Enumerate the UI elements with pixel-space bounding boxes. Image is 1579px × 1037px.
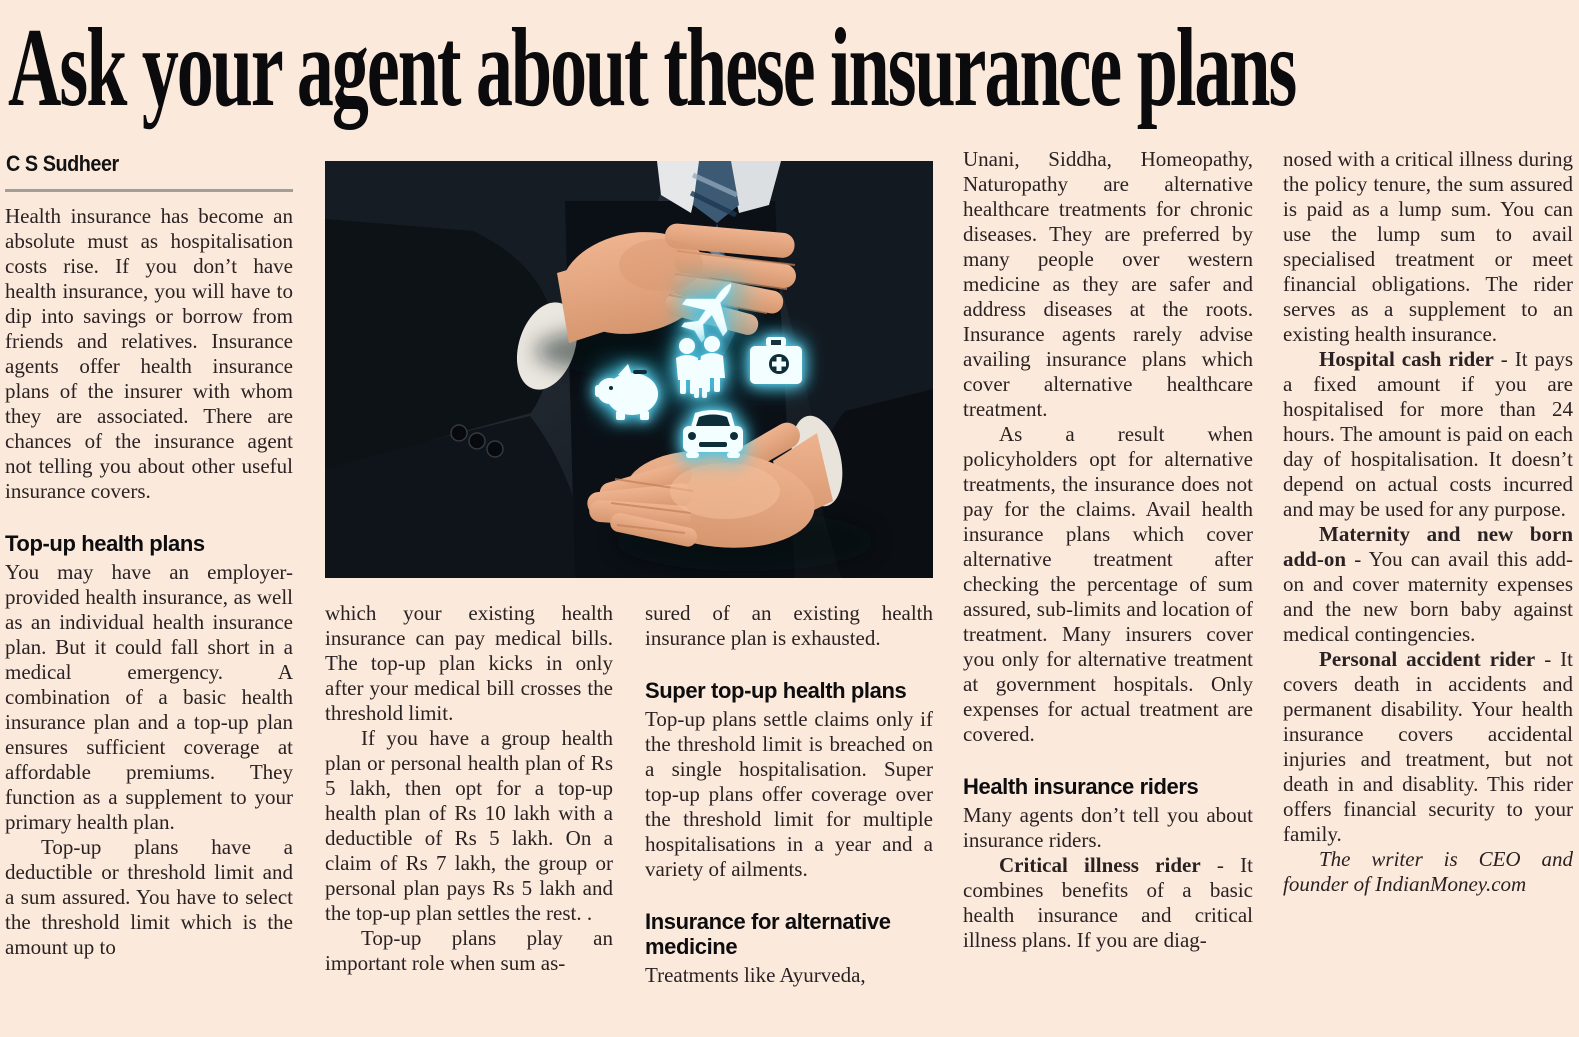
section-heading-super-topup: Super top-up health plans: [645, 678, 907, 703]
upper-sleeve: [325, 219, 554, 469]
paragraph: which your existing health insurance can…: [325, 601, 613, 725]
author-credit: The writer is CEO and founder of IndianM…: [1283, 847, 1573, 896]
byline-rule: [5, 189, 293, 192]
paragraph: As a result when policyholders opt for a…: [963, 422, 1253, 746]
first-aid-kit-icon: [750, 337, 802, 384]
lower-hand: [587, 389, 933, 578]
family-icon: [676, 336, 725, 398]
insurance-photo-illustration: [325, 161, 933, 578]
paragraph: Hospital cash rider - It pays a fixed am…: [1283, 347, 1573, 521]
rider-name-maternity: Maternity and new born add-on: [1283, 522, 1573, 571]
byline: C S Sudheer: [6, 151, 119, 176]
paragraph: nosed with a critical illness during the…: [1283, 147, 1573, 346]
column-4: Unani, Siddha, Homeopathy, Naturopathy a…: [963, 147, 1253, 953]
paragraph: sured of an existing health insurance pl…: [645, 601, 933, 650]
rider-name-critical-illness: Critical illness rider: [999, 853, 1201, 877]
shirt-collar-left: [657, 161, 703, 213]
tie-knot: [693, 161, 739, 223]
shirt-collar-right: [727, 161, 781, 213]
cuff-button: [468, 432, 486, 450]
headline: Ask your agent about these insurance pla…: [8, 6, 1297, 130]
column-2: which your existing health insurance can…: [325, 601, 613, 976]
paragraph: Unani, Siddha, Homeopathy, Naturopathy a…: [963, 147, 1253, 421]
piggy-bank-icon: [595, 364, 658, 420]
paragraph: Maternity and new born add-on - You can …: [1283, 522, 1573, 646]
paragraph: Top-up plans play an important role when…: [325, 926, 613, 975]
column-3: sured of an existing health insurance pl…: [645, 601, 933, 988]
paragraph: Top-up plans settle claims only if the t…: [645, 707, 933, 881]
column-1: Health insurance has become an absolute …: [5, 204, 293, 960]
paragraph: Health insurance has become an absolute …: [5, 204, 293, 503]
article-photo: [325, 161, 933, 578]
cuff-button: [450, 424, 468, 442]
airplane-icon: [681, 283, 732, 343]
rider-name-hospital-cash: Hospital cash rider: [1319, 347, 1494, 371]
column-5: nosed with a critical illness during the…: [1283, 147, 1573, 897]
section-heading-alternative-medicine: Insurance for alternative medicine: [645, 909, 891, 959]
paragraph: Critical illness rider - It combines ben…: [963, 853, 1253, 952]
section-heading-topup-health-plans: Top-up health plans: [5, 531, 205, 556]
paragraph: You may have an employer-provided health…: [5, 560, 293, 834]
cuff-button: [486, 440, 504, 458]
paragraph: Personal accident rider - It covers deat…: [1283, 647, 1574, 846]
section-heading-riders: Health insurance riders: [963, 774, 1199, 799]
car-icon: [683, 410, 743, 458]
paragraph: Treatments like Ayurveda,: [645, 963, 866, 987]
paragraph: If you have a group health plan or perso…: [325, 726, 613, 925]
paragraph: Top-up plans have a deductible or thresh…: [5, 835, 293, 959]
rider-name-personal-accident: Personal accident rider: [1319, 647, 1536, 671]
paragraph: Many agents don’t tell you about insuran…: [963, 803, 1253, 852]
